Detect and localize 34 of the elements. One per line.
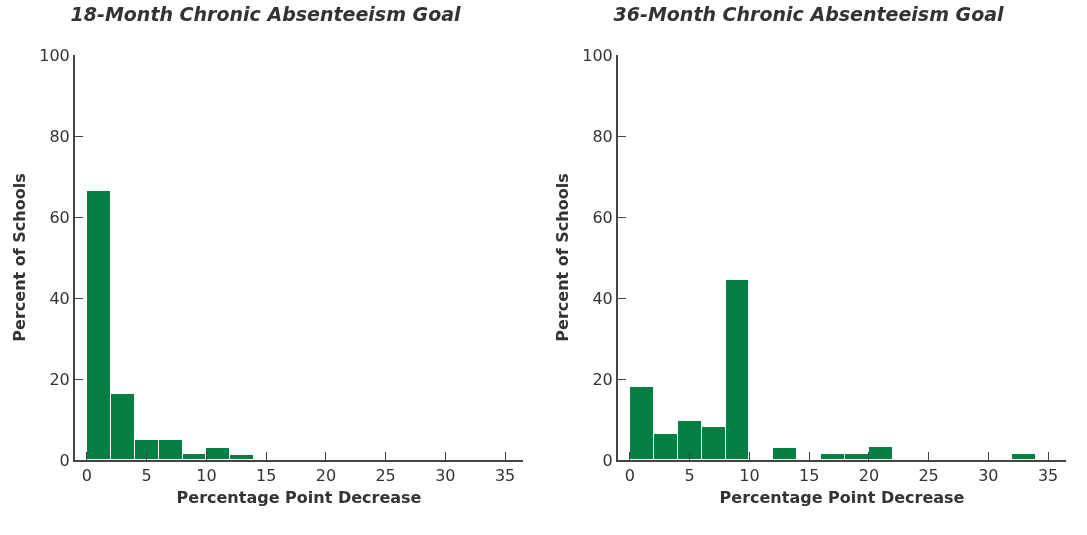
- y-tick-label: 60: [592, 207, 613, 227]
- y-tick-label: 100: [582, 45, 613, 65]
- x-tick-label: 30: [435, 466, 456, 486]
- x-axis-title: Percentage Point Decrease: [719, 488, 965, 508]
- y-tick-label: 40: [592, 288, 613, 308]
- y-tick-label: 80: [592, 126, 613, 146]
- x-tick-label: 10: [739, 466, 760, 486]
- chart-title: 18-Month Chronic Absenteeism Goal: [70, 3, 462, 26]
- x-tick-label: 0: [624, 466, 636, 486]
- x-tick-label: 30: [978, 466, 999, 486]
- x-tick-label: 35: [494, 466, 516, 486]
- x-tick-label: 10: [196, 466, 217, 486]
- y-tick-label: 0: [59, 450, 70, 470]
- x-tick-label: 0: [81, 466, 93, 486]
- x-tick-label: 25: [918, 466, 939, 486]
- x-tick-label: 15: [798, 466, 820, 486]
- x-tick-label: 5: [684, 466, 695, 486]
- x-tick-label: 15: [255, 466, 277, 486]
- y-tick-label: 0: [602, 450, 613, 470]
- x-tick-label: 35: [1037, 466, 1059, 486]
- y-tick-label: 20: [592, 369, 613, 389]
- x-tick-label: 20: [315, 466, 337, 486]
- y-tick-label: 60: [49, 207, 70, 227]
- y-tick-label: 40: [49, 288, 70, 308]
- y-axis-title: Percent of Schools: [9, 173, 29, 342]
- x-tick-label: 25: [375, 466, 396, 486]
- x-tick-label: 5: [141, 466, 152, 486]
- x-axis-title: Percentage Point Decrease: [176, 488, 422, 508]
- x-tick-label: 20: [858, 466, 880, 486]
- y-tick-label: 100: [39, 45, 70, 65]
- y-tick-label: 80: [49, 126, 70, 146]
- chart-title: 36-Month Chronic Absenteeism Goal: [613, 3, 1005, 26]
- y-tick-label: 20: [49, 369, 70, 389]
- y-axis-title: Percent of Schools: [552, 173, 572, 342]
